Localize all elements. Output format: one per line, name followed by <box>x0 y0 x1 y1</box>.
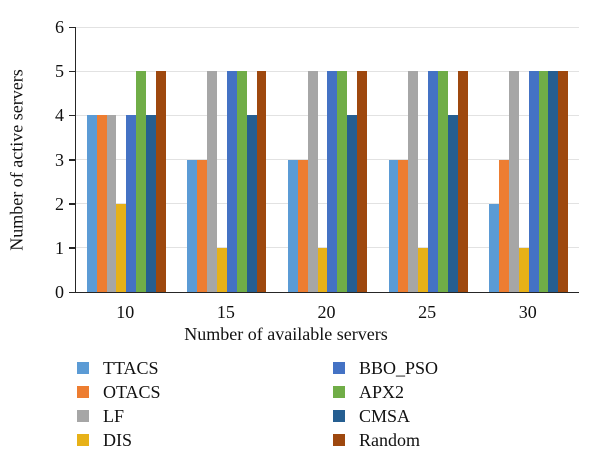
legend-swatch-TTACS <box>77 362 89 374</box>
bar-BBO_PSO-30 <box>528 71 539 292</box>
x-tick-label-30: 30 <box>518 302 537 322</box>
bar-DIS-10 <box>116 203 127 292</box>
legend-swatch-BBO_PSO <box>333 362 345 374</box>
bar-OTACS-15 <box>197 159 208 292</box>
legend-label-DIS: DIS <box>103 430 133 450</box>
x-axis-title: Number of available servers <box>184 324 388 344</box>
y-tick-label-4: 4 <box>55 105 64 126</box>
bar-LF-30 <box>508 71 519 292</box>
bar-group-10 <box>76 27 177 292</box>
bar-TTACS-30 <box>489 203 499 292</box>
x-tick-label-25: 25 <box>418 302 437 322</box>
bar-BBO_PSO-10 <box>126 115 137 292</box>
y-tick-mark-3 <box>69 159 75 161</box>
legend-item-CMSA: CMSA <box>333 404 438 428</box>
legend-swatch-CMSA <box>333 410 345 422</box>
legend-label-OTACS: OTACS <box>103 382 161 402</box>
legend-item-BBO_PSO: BBO_PSO <box>333 356 438 380</box>
bar-group-20 <box>277 27 378 292</box>
legend-label-CMSA: CMSA <box>359 406 411 426</box>
bar-OTACS-25 <box>398 159 409 292</box>
legend-label-APX2: APX2 <box>359 382 405 402</box>
legend-label-BBO_PSO: BBO_PSO <box>359 358 439 378</box>
bar-Random-15 <box>256 71 267 292</box>
bar-BBO_PSO-15 <box>226 71 237 292</box>
x-tick-label-15: 15 <box>216 302 235 322</box>
bar-Random-10 <box>155 71 166 292</box>
legend-label-Random: Random <box>359 430 420 450</box>
bar-CMSA-25 <box>447 115 458 292</box>
y-tick-mark-6 <box>69 26 75 28</box>
bar-DIS-20 <box>317 247 328 292</box>
bar-DIS-30 <box>518 247 529 292</box>
legend-item-DIS: DIS <box>77 428 161 452</box>
legend-column-2: BBO_PSO APX2 CMSA Random <box>333 356 438 452</box>
bar-LF-20 <box>307 71 318 292</box>
bar-CMSA-15 <box>246 115 257 292</box>
bar-group-30 <box>478 27 579 292</box>
bar-TTACS-15 <box>187 159 198 292</box>
x-tick-label-20: 20 <box>317 302 336 322</box>
y-tick-label-3: 3 <box>55 149 64 170</box>
bar-CMSA-30 <box>548 71 559 292</box>
y-tick-mark-5 <box>69 70 75 73</box>
bar-APX2-30 <box>538 71 549 292</box>
y-tick-mark-0 <box>69 291 75 293</box>
legend-swatch-APX2 <box>333 386 345 398</box>
bar-BBO_PSO-25 <box>428 71 438 292</box>
y-tick-label-0: 0 <box>55 282 64 302</box>
gridline-y-6 <box>76 26 579 28</box>
bar-APX2-15 <box>236 71 247 292</box>
bar-DIS-15 <box>217 247 227 292</box>
bar-TTACS-20 <box>287 159 298 292</box>
bar-APX2-10 <box>136 71 147 292</box>
y-tick-label-5: 5 <box>55 61 64 82</box>
legend-swatch-OTACS <box>77 386 89 398</box>
bar-TTACS-25 <box>388 159 399 292</box>
legend-item-OTACS: OTACS <box>77 380 161 404</box>
legend-item-TTACS: TTACS <box>77 356 161 380</box>
legend-item-APX2: APX2 <box>333 380 438 404</box>
bar-APX2-25 <box>437 71 448 292</box>
bar-Random-20 <box>357 71 368 292</box>
bar-CMSA-10 <box>146 115 156 292</box>
x-tick-label-10: 10 <box>116 302 135 322</box>
plot-area <box>75 26 579 293</box>
y-tick-label-1: 1 <box>55 237 64 258</box>
bar-group-15 <box>177 27 278 292</box>
legend-swatch-DIS <box>77 434 89 446</box>
y-tick-label-6: 6 <box>55 17 64 37</box>
bar-LF-15 <box>207 71 217 292</box>
legend-item-Random: Random <box>333 428 438 452</box>
bar-Random-30 <box>558 71 569 292</box>
bar-OTACS-20 <box>297 159 308 292</box>
bar-LF-25 <box>408 71 419 292</box>
y-tick-mark-4 <box>69 114 75 117</box>
legend-item-LF: LF <box>77 404 161 428</box>
bar-OTACS-10 <box>96 115 107 292</box>
legend-column-1: TTACS OTACS LF DIS <box>77 356 161 452</box>
y-axis-title: Number of active servers <box>6 69 27 251</box>
legend-swatch-Random <box>333 434 345 446</box>
bar-group-25 <box>378 27 479 292</box>
bar-groups <box>76 27 579 292</box>
legend-swatch-LF <box>77 410 89 422</box>
y-tick-mark-2 <box>69 203 75 205</box>
bar-DIS-25 <box>418 247 429 292</box>
bar-CMSA-20 <box>347 115 358 292</box>
bar-BBO_PSO-20 <box>327 71 338 292</box>
legend-label-LF: LF <box>103 406 125 426</box>
bar-OTACS-30 <box>499 159 509 292</box>
y-tick-label-2: 2 <box>55 193 64 214</box>
bar-LF-10 <box>106 115 117 292</box>
bar-APX2-20 <box>337 71 348 292</box>
bar-Random-25 <box>457 71 468 292</box>
legend-label-TTACS: TTACS <box>103 358 159 378</box>
y-tick-mark-1 <box>69 247 75 249</box>
bar-TTACS-10 <box>86 115 97 292</box>
